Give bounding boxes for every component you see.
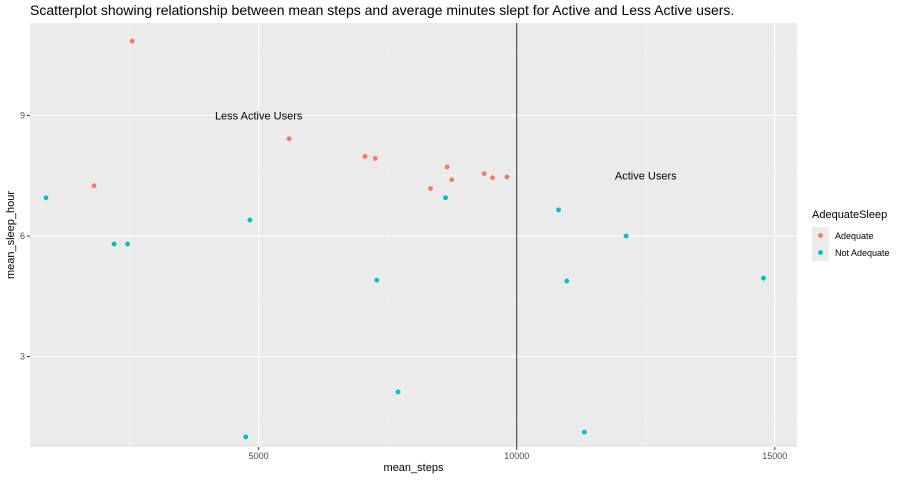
x-tick-label: 5000 — [249, 451, 269, 461]
data-point — [91, 183, 97, 189]
data-point — [443, 195, 448, 201]
data-point — [129, 38, 135, 44]
data-point — [372, 156, 378, 161]
data-point — [43, 195, 49, 201]
data-point — [564, 278, 570, 284]
y-axis-ticks: 3 6 9 — [20, 110, 30, 362]
legend-title: AdequateSleep — [812, 209, 887, 221]
legend-label: Adequate — [835, 231, 874, 241]
data-point — [444, 164, 450, 170]
legend-marker — [818, 250, 823, 255]
legend-marker — [818, 233, 823, 238]
data-point — [111, 241, 117, 247]
data-points — [43, 38, 766, 440]
data-point — [481, 171, 487, 177]
data-point — [125, 241, 130, 247]
data-point — [428, 186, 433, 191]
chart-title: Scatterplot showing relationship between… — [30, 2, 734, 18]
data-point — [504, 174, 510, 180]
data-point — [286, 136, 292, 142]
annotations: Less Active Users Active Users — [215, 110, 677, 182]
y-tick-label: 9 — [20, 110, 25, 120]
data-point — [449, 177, 455, 183]
data-point — [490, 175, 495, 181]
x-tick-label: 15000 — [762, 451, 787, 461]
data-point — [623, 233, 629, 239]
data-point — [374, 277, 380, 283]
x-axis-ticks: 5000 10000 15000 — [249, 447, 787, 461]
annotation-label: Less Active Users — [215, 110, 303, 122]
data-point — [362, 154, 368, 159]
data-point — [761, 275, 766, 281]
data-point — [243, 434, 249, 440]
plot-panel — [30, 23, 797, 447]
data-point — [247, 217, 253, 223]
y-axis-title: mean_sleep_hour — [5, 191, 17, 279]
y-tick-label: 6 — [20, 231, 25, 241]
legend: AdequateSleep Adequate Not Adequate — [812, 209, 890, 261]
data-point — [581, 429, 587, 435]
data-point — [556, 207, 561, 213]
legend-label: Not Adequate — [835, 248, 890, 258]
annotation-label: Active Users — [615, 171, 677, 183]
x-tick-label: 10000 — [504, 451, 529, 461]
y-tick-label: 3 — [20, 352, 25, 362]
data-point — [395, 389, 401, 395]
x-axis-title: mean_steps — [384, 462, 444, 474]
minor-gridlines — [30, 23, 797, 447]
